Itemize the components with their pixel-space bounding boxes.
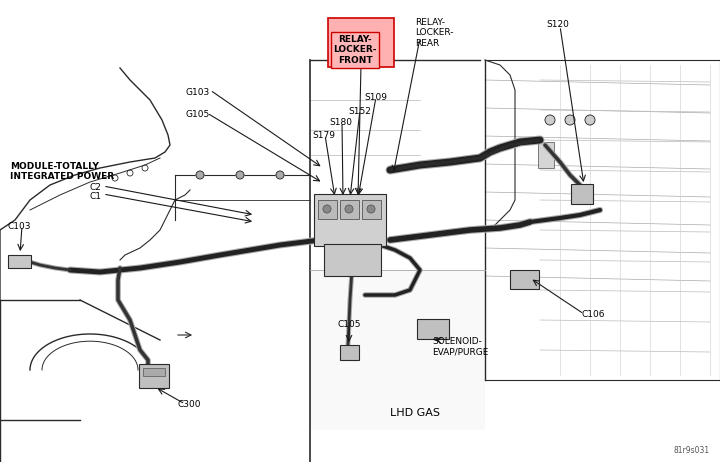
Text: C105: C105 [338, 320, 361, 329]
Circle shape [565, 115, 575, 125]
FancyBboxPatch shape [340, 345, 359, 359]
Circle shape [367, 205, 375, 213]
Text: S120: S120 [546, 20, 569, 29]
Circle shape [276, 171, 284, 179]
Text: C1: C1 [90, 192, 102, 201]
Text: S152: S152 [348, 107, 371, 116]
Text: RELAY-
LOCKER-
FRONT: RELAY- LOCKER- FRONT [333, 35, 377, 65]
Text: C300: C300 [178, 400, 202, 409]
FancyBboxPatch shape [143, 368, 166, 377]
FancyBboxPatch shape [538, 141, 554, 168]
FancyBboxPatch shape [139, 364, 169, 388]
FancyBboxPatch shape [328, 18, 394, 67]
FancyBboxPatch shape [417, 319, 449, 339]
Text: G105: G105 [185, 110, 210, 119]
FancyBboxPatch shape [314, 194, 386, 246]
Circle shape [323, 205, 331, 213]
Text: G103: G103 [185, 88, 210, 97]
Circle shape [196, 171, 204, 179]
FancyBboxPatch shape [324, 244, 381, 276]
Circle shape [236, 171, 244, 179]
FancyBboxPatch shape [318, 200, 336, 219]
Circle shape [345, 205, 353, 213]
Text: LHD GAS: LHD GAS [390, 408, 440, 418]
FancyBboxPatch shape [310, 270, 485, 430]
Text: SOLENOID-
EVAP/PURGE: SOLENOID- EVAP/PURGE [432, 337, 488, 356]
FancyBboxPatch shape [340, 200, 359, 219]
FancyBboxPatch shape [510, 269, 539, 288]
FancyBboxPatch shape [361, 200, 380, 219]
Text: S109: S109 [364, 93, 387, 102]
FancyBboxPatch shape [7, 255, 30, 267]
Text: C106: C106 [582, 310, 606, 319]
Text: MODULE-TOTALLY
INTEGRATED POWER: MODULE-TOTALLY INTEGRATED POWER [10, 162, 114, 182]
Text: 81r9s031: 81r9s031 [674, 446, 710, 455]
Text: S180: S180 [329, 118, 352, 127]
Text: S179: S179 [312, 131, 335, 140]
Circle shape [585, 115, 595, 125]
FancyBboxPatch shape [571, 184, 593, 204]
Circle shape [545, 115, 555, 125]
Text: C103: C103 [8, 222, 32, 231]
Text: RELAY-
LOCKER-
REAR: RELAY- LOCKER- REAR [415, 18, 454, 48]
Text: C2: C2 [90, 183, 102, 192]
